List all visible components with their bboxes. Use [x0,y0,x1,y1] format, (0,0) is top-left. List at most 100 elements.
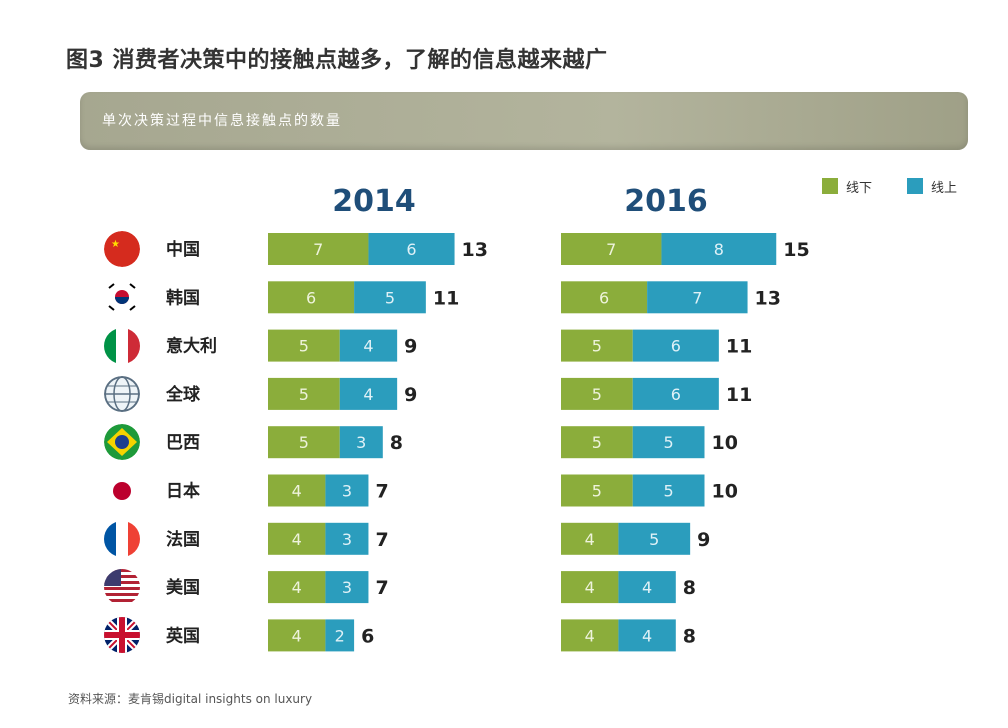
bar-online [618,619,676,652]
bar-offline [268,281,355,314]
bar-value-online: 6 [406,240,416,259]
bar-offline [561,426,633,459]
bar-value-offline: 5 [592,385,602,404]
bar-online [339,426,383,459]
bar-online [339,329,398,362]
japan-flag-icon [104,472,140,509]
bar-offline [561,281,648,314]
bar-total: 11 [726,384,752,406]
country-label: 意大利 [166,336,217,357]
country-label: 美国 [166,577,200,598]
bar-online [368,233,455,265]
bar-offline [561,571,619,604]
bar-value-offline: 7 [313,240,323,259]
bar-online [325,571,369,604]
bar-total: 6 [361,625,374,647]
bar-value-offline: 4 [585,626,595,645]
bar-value-online: 5 [664,482,674,501]
bar-value-online: 5 [664,433,674,452]
bar-total: 13 [755,287,781,309]
bar-total: 11 [433,287,459,309]
bar-value-offline: 5 [299,433,309,452]
bar-online [325,474,369,507]
bar-value-offline: 5 [592,433,602,452]
bar-online [325,619,355,652]
bar-total: 7 [375,481,388,503]
bar-offline [268,233,369,265]
bar-offline [268,329,340,362]
bar-total: 15 [783,239,809,261]
bar-online [647,281,748,314]
bar-total: 8 [390,432,403,454]
bar-offline [561,619,619,652]
bar-online [632,474,705,507]
bar-offline [561,233,662,265]
svg-text:★: ★ [111,239,120,250]
banner-text: 单次决策过程中信息接触点的数量 [102,113,342,129]
bar-value-online: 4 [642,578,652,597]
country-label: 全球 [165,384,201,405]
uk-flag-icon [104,617,140,654]
legend-swatch-offline [822,178,838,194]
bar-total: 11 [726,336,752,358]
bar-offline [268,474,326,507]
bar-value-offline: 5 [299,337,309,356]
bar-online [632,377,719,410]
bar-value-online: 8 [714,240,724,259]
bar-value-online: 6 [671,385,681,404]
italy-flag-icon [104,327,140,364]
bar-total: 7 [375,529,388,551]
bar-total: 9 [404,336,417,358]
bar-total: 8 [683,577,696,599]
legend-swatch-online [907,178,923,194]
brazil-flag-icon [104,424,140,461]
bar-value-online: 4 [363,337,373,356]
country-label: 巴西 [166,433,200,453]
legend-label-online: 线上 [931,181,957,196]
bar-offline [268,522,326,555]
bar-online [618,522,691,555]
figure-title: 图3 消费者决策中的接触点越多，了解的信息越来越广 [66,48,608,73]
bar-online [632,329,719,362]
bar-value-online: 6 [671,337,681,356]
bar-value-offline: 4 [292,578,302,597]
bar-online [632,426,705,459]
bar-online [339,377,398,410]
bar-total: 9 [404,384,417,406]
bar-value-offline: 4 [292,626,302,645]
bar-value-offline: 4 [292,530,302,549]
korea-flag-icon [104,279,140,316]
globe-icon [104,375,140,412]
source-note: 资料来源：麦肯锡digital insights on luxury [68,692,313,706]
bar-total: 13 [462,239,488,261]
bar-offline [561,329,633,362]
bar-offline [268,619,326,652]
bar-online [661,233,777,265]
bar-value-online: 4 [642,626,652,645]
bar-total: 9 [697,529,710,551]
country-label: 中国 [166,239,200,260]
bar-value-online: 3 [342,530,352,549]
china-flag-icon: ★ [104,231,140,267]
bar-value-offline: 5 [592,337,602,356]
bar-offline [561,522,619,555]
bar-offline [561,474,633,507]
bar-value-online: 2 [335,626,345,645]
bar-online [325,522,369,555]
country-label: 法国 [166,529,200,550]
bar-value-offline: 4 [585,530,595,549]
bar-value-offline: 4 [585,578,595,597]
bar-online [354,281,426,314]
france-flag-icon [104,520,140,557]
bar-value-online: 3 [356,433,366,452]
bar-value-online: 5 [385,288,395,307]
bar-value-offline: 4 [292,482,302,501]
bar-total: 8 [683,625,696,647]
usa-flag-icon [104,569,140,606]
legend-label-offline: 线下 [846,181,872,196]
bar-offline [561,377,633,410]
bar-value-offline: 6 [599,288,609,307]
bar-online [618,571,676,604]
bar-value-online: 5 [649,530,659,549]
